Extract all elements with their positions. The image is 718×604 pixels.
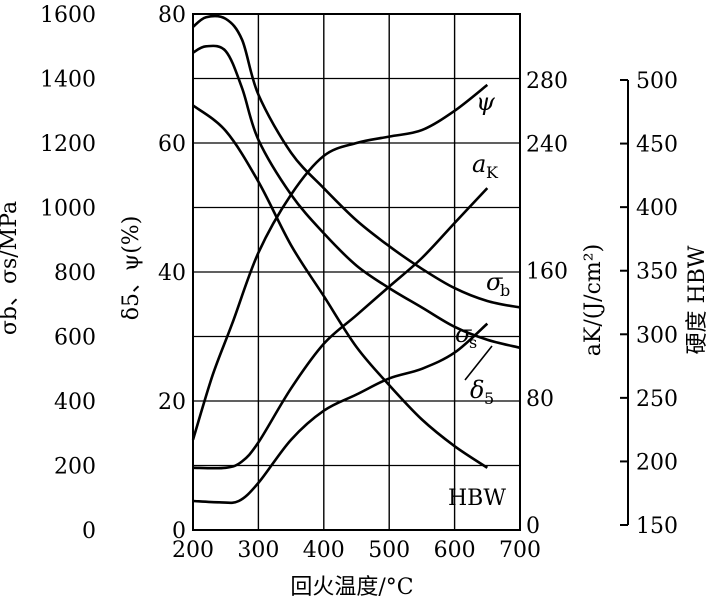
hardness-tick-label: 450 bbox=[636, 133, 678, 158]
series-line-σb bbox=[192, 14, 521, 309]
series-label-σb: σb bbox=[486, 268, 510, 300]
percent-tick-label: 60 bbox=[158, 132, 186, 157]
stress-tick-label: 600 bbox=[54, 326, 96, 351]
series-label-main: σ bbox=[486, 268, 503, 296]
series-line-δ5 bbox=[192, 322, 489, 505]
hardness-tick-label: 300 bbox=[636, 323, 678, 348]
hardness-tick-label: 200 bbox=[636, 450, 678, 475]
impact-tick-label: 0 bbox=[526, 514, 540, 539]
stress-tick-label: 200 bbox=[54, 455, 96, 480]
percent-tick-label: 0 bbox=[172, 519, 186, 544]
series-label-sub: b bbox=[500, 281, 510, 300]
series-label-sub: s bbox=[469, 333, 477, 352]
stress-tick-label: 1600 bbox=[40, 3, 96, 28]
percent-axis-title: δ5、ψ(%) bbox=[119, 216, 144, 321]
series-label-sub: K bbox=[486, 163, 499, 182]
series-label-σs: σs bbox=[455, 320, 477, 352]
plot-frame bbox=[192, 13, 521, 531]
stress-tick-label: 0 bbox=[82, 519, 96, 544]
series-label-main: σ bbox=[455, 320, 472, 348]
series-label-sub: 5 bbox=[484, 389, 494, 408]
svg-text:硬度 HBW: 硬度 HBW bbox=[685, 245, 710, 354]
percent-tick-label: 20 bbox=[158, 390, 186, 415]
stress-tick-label: 1200 bbox=[40, 132, 96, 157]
delta5-leader-line bbox=[464, 345, 493, 381]
series-line-HBW bbox=[192, 104, 489, 469]
stress-tick-label: 1400 bbox=[40, 68, 96, 93]
stress-tick-label: 400 bbox=[54, 390, 96, 415]
svg-text:δ5、ψ(%): δ5、ψ(%) bbox=[119, 216, 144, 321]
x-tick-label: 400 bbox=[303, 538, 345, 563]
series-label-main: HBW bbox=[448, 486, 506, 511]
series-line-aK bbox=[192, 187, 489, 470]
hardness-tick-label: 250 bbox=[636, 387, 678, 412]
impact-tick-label: 160 bbox=[526, 260, 568, 285]
x-tick-label: 700 bbox=[499, 538, 541, 563]
series-label-ψ: ψ bbox=[476, 88, 496, 116]
svg-text:aK/(J/cm²): aK/(J/cm²) bbox=[581, 244, 606, 356]
percent-tick-label: 80 bbox=[158, 3, 186, 28]
hardness-tick-label: 350 bbox=[636, 260, 678, 285]
series-label-HBW: HBW bbox=[448, 486, 506, 511]
series-label-main: a bbox=[472, 150, 486, 178]
x-axis-title: 回火温度/°C bbox=[290, 575, 413, 600]
x-tick-label: 600 bbox=[434, 538, 476, 563]
x-tick-label: 500 bbox=[368, 538, 410, 563]
percent-tick-label: 40 bbox=[158, 261, 186, 286]
svg-text:σb、σs/MPa: σb、σs/MPa bbox=[0, 201, 22, 335]
impact-axis-title: aK/(J/cm²) bbox=[581, 244, 606, 356]
hardness-tick-label: 150 bbox=[636, 514, 678, 539]
series-label-main: δ bbox=[470, 376, 484, 404]
series-label-main: ψ bbox=[476, 88, 496, 116]
hardness-tick-label: 500 bbox=[636, 69, 678, 94]
series-line-ψ bbox=[191, 83, 489, 441]
x-tick-label: 300 bbox=[237, 538, 279, 563]
stress-tick-label: 800 bbox=[54, 261, 96, 286]
stress-tick-label: 1000 bbox=[40, 197, 96, 222]
impact-tick-label: 280 bbox=[526, 69, 568, 94]
series-line-σs bbox=[192, 44, 521, 350]
x-tick-label: 200 bbox=[172, 538, 214, 563]
stress-axis-title: σb、σs/MPa bbox=[0, 201, 22, 335]
impact-tick-label: 80 bbox=[526, 387, 554, 412]
hardness-tick-label: 400 bbox=[636, 196, 678, 221]
impact-tick-label: 240 bbox=[526, 133, 568, 158]
hardness-axis-title: 硬度 HBW bbox=[685, 245, 710, 354]
